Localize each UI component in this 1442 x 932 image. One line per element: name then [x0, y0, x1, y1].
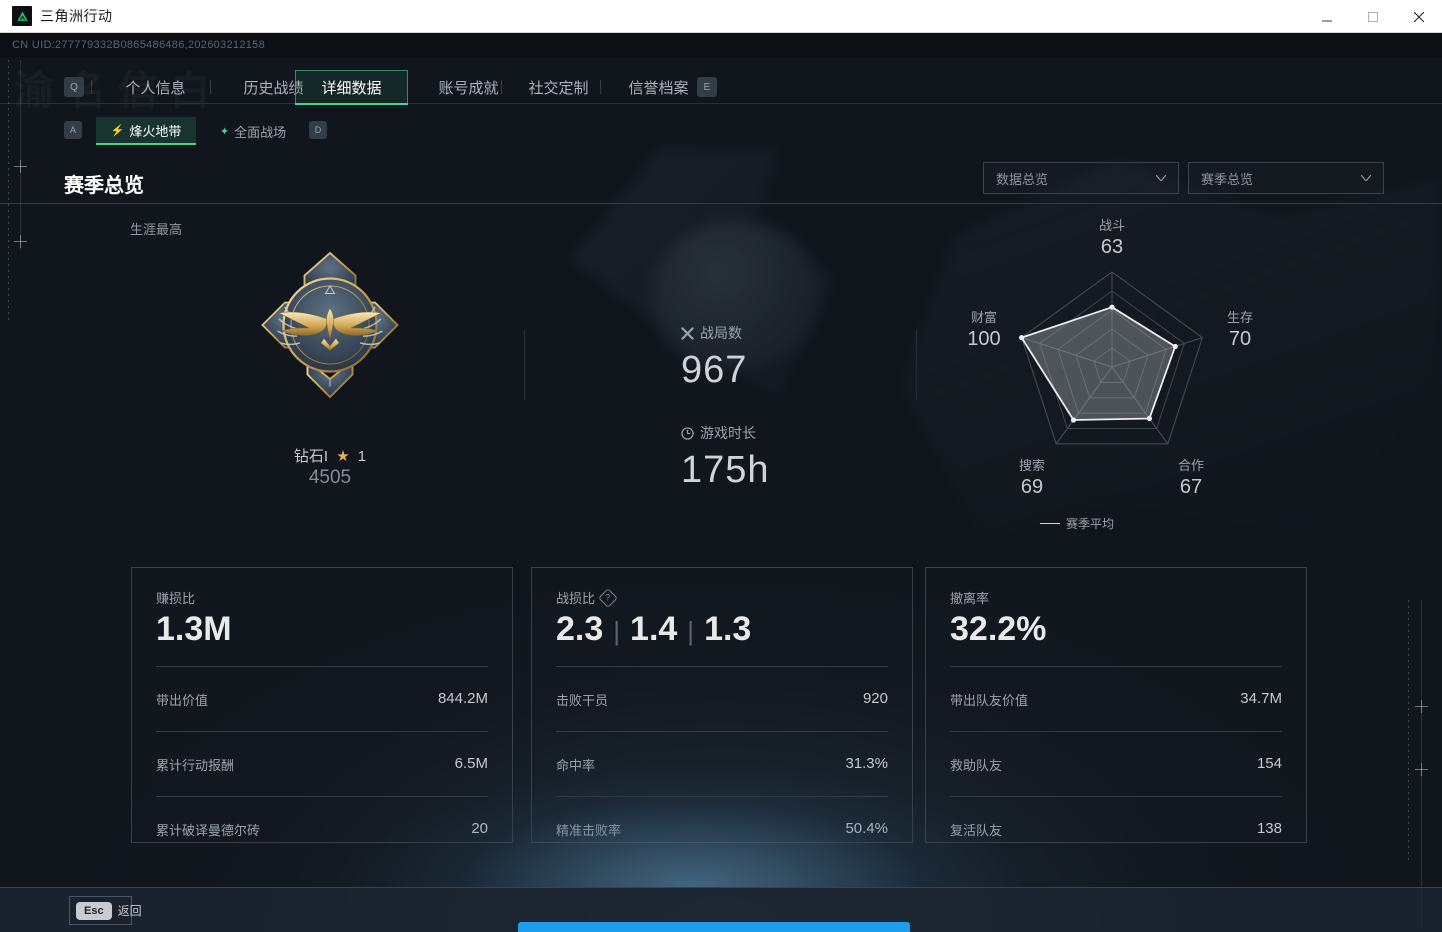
svg-text:I: I: [329, 379, 332, 390]
